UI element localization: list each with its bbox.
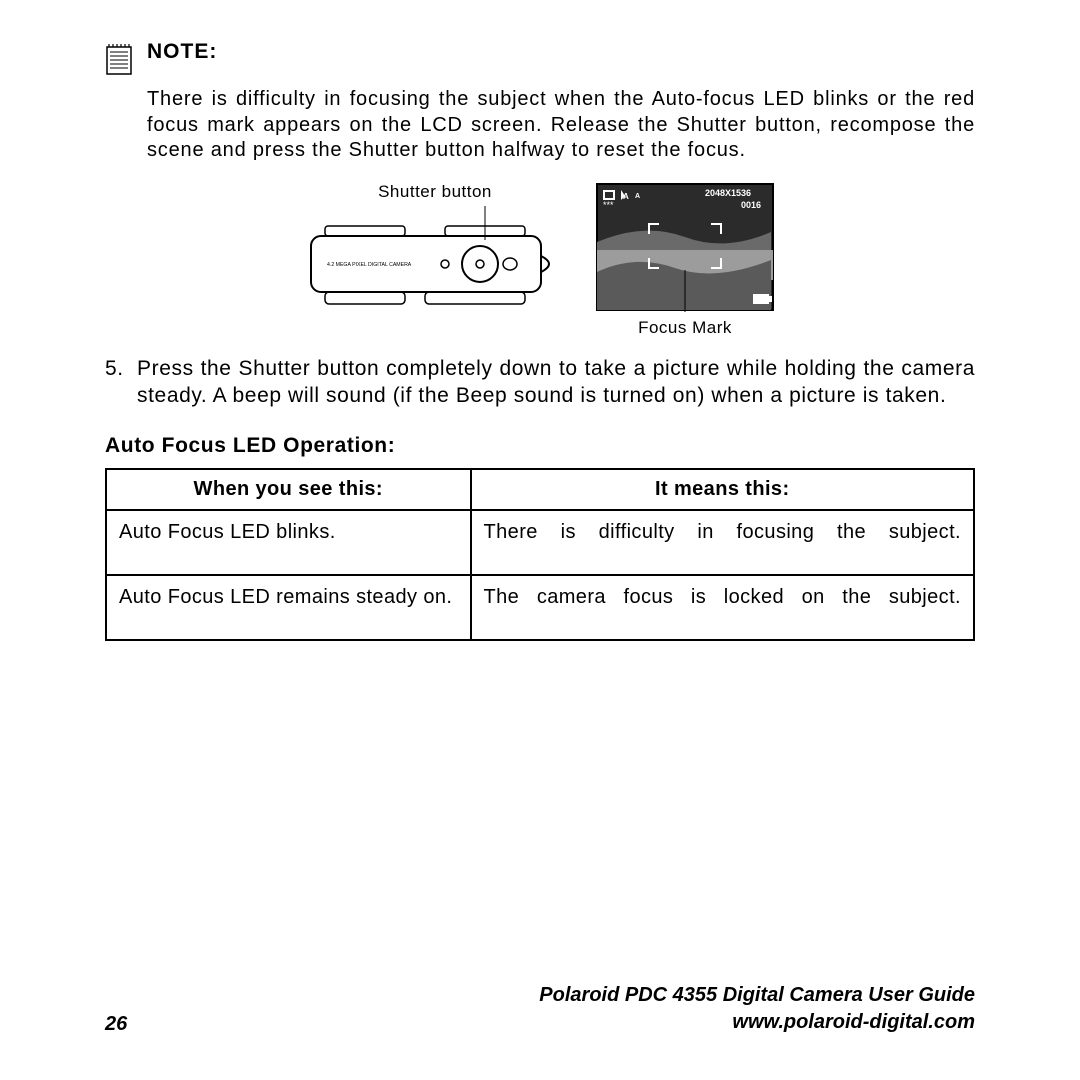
section-heading: Auto Focus LED Operation: xyxy=(105,434,975,458)
table-row: Auto Focus LED remains steady on. The ca… xyxy=(106,575,974,640)
page-number: 26 xyxy=(105,1013,127,1036)
figures-row: Shutter button 4.2 MEGA PIXEL DIGITAL CA… xyxy=(105,182,975,338)
table-cell: Auto Focus LED remains steady on. xyxy=(106,575,471,640)
step-text: Press the Shutter button completely down… xyxy=(137,356,975,410)
svg-text:2048X1536: 2048X1536 xyxy=(705,188,751,198)
note-body: There is difficulty in focusing the subj… xyxy=(147,87,975,164)
step-number: 5. xyxy=(105,356,129,410)
table-cell: The camera focus is locked on the subjec… xyxy=(471,575,974,640)
table-cell: There is difficulty in focusing the subj… xyxy=(471,510,974,575)
table-row: Auto Focus LED blinks. There is difficul… xyxy=(106,510,974,575)
svg-text:***: *** xyxy=(603,200,614,210)
note-title: NOTE: xyxy=(147,40,217,64)
svg-text:4.2 MEGA PIXEL DIGITAL CAMERA: 4.2 MEGA PIXEL DIGITAL CAMERA xyxy=(327,262,412,268)
svg-text:0016: 0016 xyxy=(741,200,761,210)
focus-mark-label: Focus Mark xyxy=(638,318,732,338)
svg-text:A: A xyxy=(635,193,640,200)
page-footer: 26 Polaroid PDC 4355 Digital Camera User… xyxy=(105,982,975,1036)
lcd-screen-diagram: A A 2048X1536 0016 *** xyxy=(595,182,775,312)
table-cell: Auto Focus LED blinks. xyxy=(106,510,471,575)
footer-title: Polaroid PDC 4355 Digital Camera User Gu… xyxy=(539,982,975,1009)
footer-url: www.polaroid-digital.com xyxy=(539,1009,975,1036)
svg-text:A: A xyxy=(623,192,629,201)
led-table: When you see this: It means this: Auto F… xyxy=(105,468,975,641)
table-header-right: It means this: xyxy=(471,469,974,510)
notepad-icon xyxy=(105,42,133,81)
step-5: 5. Press the Shutter button completely d… xyxy=(105,356,975,410)
camera-top-diagram: 4.2 MEGA PIXEL DIGITAL CAMERA xyxy=(305,206,565,316)
table-header-left: When you see this: xyxy=(106,469,471,510)
shutter-label: Shutter button xyxy=(378,182,492,202)
